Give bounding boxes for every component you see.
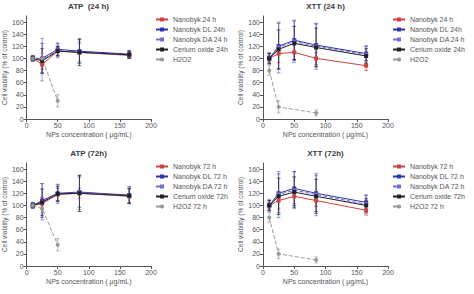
svg-text:Nanobyk 24 h: Nanobyk 24 h (173, 16, 216, 24)
svg-text:H2O2: H2O2 (173, 56, 191, 63)
svg-text:H2O2 72 h: H2O2 72 h (173, 203, 207, 210)
svg-text:NPs concentration ( μg/mL): NPs concentration ( μg/mL) (46, 278, 131, 286)
svg-text:0: 0 (25, 269, 29, 276)
svg-text:20: 20 (252, 103, 260, 110)
svg-text:Cerium oxide 72h: Cerium oxide 72h (173, 193, 228, 200)
svg-text:100: 100 (83, 269, 95, 276)
svg-text:XTT (72h): XTT (72h) (307, 149, 344, 158)
svg-text:Nanobyk DA 72 h: Nanobyk DA 72 h (173, 183, 228, 191)
svg-text:100: 100 (83, 122, 95, 129)
svg-text:Nanobyk DL 24h: Nanobyk DL 24h (410, 26, 462, 34)
svg-text:160: 160 (12, 19, 24, 26)
svg-text:50: 50 (54, 269, 62, 276)
svg-text:0: 0 (256, 116, 260, 123)
svg-text:Cell viability (% of control): Cell viability (% of control) (237, 30, 245, 105)
svg-text:120: 120 (12, 190, 24, 197)
svg-text:0: 0 (20, 116, 24, 123)
svg-text:40: 40 (16, 91, 24, 98)
svg-text:20: 20 (252, 250, 260, 257)
svg-text:150: 150 (114, 122, 126, 129)
svg-text:Nanobyk 24 h: Nanobyk 24 h (410, 16, 453, 24)
svg-text:200: 200 (382, 122, 394, 129)
svg-text:60: 60 (252, 226, 260, 233)
svg-text:140: 140 (12, 178, 24, 185)
svg-text:60: 60 (16, 79, 24, 86)
svg-text:40: 40 (16, 238, 24, 245)
svg-text:100: 100 (320, 269, 332, 276)
svg-text:0: 0 (20, 263, 24, 270)
svg-text:0: 0 (256, 263, 260, 270)
svg-text:160: 160 (248, 166, 260, 173)
svg-text:80: 80 (16, 67, 24, 74)
svg-text:Nanobyk 72 h: Nanobyk 72 h (173, 163, 216, 171)
svg-text:80: 80 (252, 214, 260, 221)
svg-text:NPs concentration ( μg/mL): NPs concentration ( μg/mL) (283, 131, 368, 139)
svg-text:0: 0 (261, 122, 265, 129)
svg-text:Cell viability (% of control): Cell viability (% of control) (237, 177, 245, 252)
svg-text:200: 200 (382, 269, 394, 276)
svg-text:Cell viability (% of control): Cell viability (% of control) (1, 30, 9, 105)
svg-text:XTT (24 h): XTT (24 h) (306, 2, 345, 11)
svg-text:80: 80 (252, 67, 260, 74)
svg-text:ATP (24 h): ATP (24 h) (68, 2, 109, 11)
svg-text:NPs concentration ( μg/mL): NPs concentration ( μg/mL) (283, 278, 368, 286)
svg-text:120: 120 (248, 190, 260, 197)
svg-text:100: 100 (12, 202, 24, 209)
svg-text:140: 140 (12, 31, 24, 38)
svg-text:Nanobyk DA 72 h: Nanobyk DA 72 h (410, 183, 465, 191)
svg-text:60: 60 (252, 79, 260, 86)
svg-text:100: 100 (320, 122, 332, 129)
svg-text:Nanobyk DL 72 h: Nanobyk DL 72 h (410, 173, 464, 181)
svg-text:H2O2: H2O2 (410, 56, 428, 63)
svg-text:150: 150 (351, 122, 363, 129)
svg-text:ATP (72h): ATP (72h) (70, 149, 107, 158)
svg-text:Cerium oxide 24h: Cerium oxide 24h (410, 46, 465, 53)
svg-text:50: 50 (290, 122, 298, 129)
svg-text:100: 100 (248, 202, 260, 209)
svg-text:200: 200 (145, 269, 157, 276)
svg-text:60: 60 (16, 226, 24, 233)
svg-text:0: 0 (25, 122, 29, 129)
svg-text:Cerium oxide 24h: Cerium oxide 24h (173, 46, 228, 53)
svg-text:20: 20 (16, 103, 24, 110)
svg-text:Nanobyk DA 24 h: Nanobyk DA 24 h (173, 36, 228, 44)
svg-text:80: 80 (16, 214, 24, 221)
svg-text:140: 140 (248, 178, 260, 185)
svg-text:NPs concentration ( μg/mL): NPs concentration ( μg/mL) (46, 131, 131, 139)
svg-text:120: 120 (12, 43, 24, 50)
svg-text:150: 150 (114, 269, 126, 276)
svg-text:H2O2 72 h: H2O2 72 h (410, 203, 444, 210)
svg-text:Cell viability (% of control): Cell viability (% of control) (1, 177, 9, 252)
svg-text:160: 160 (12, 166, 24, 173)
svg-text:150: 150 (351, 269, 363, 276)
svg-text:200: 200 (145, 122, 157, 129)
svg-text:50: 50 (54, 122, 62, 129)
svg-text:40: 40 (252, 91, 260, 98)
svg-text:Nanobyk DA 24 h: Nanobyk DA 24 h (410, 36, 465, 44)
svg-text:100: 100 (248, 55, 260, 62)
svg-text:100: 100 (12, 55, 24, 62)
svg-text:160: 160 (248, 19, 260, 26)
svg-text:Nanobyk DL 72 h: Nanobyk DL 72 h (173, 173, 227, 181)
svg-text:Cerium oxide 72h: Cerium oxide 72h (410, 193, 465, 200)
svg-text:Nanobyk DL 24h: Nanobyk DL 24h (173, 26, 225, 34)
svg-text:0: 0 (261, 269, 265, 276)
svg-text:50: 50 (290, 269, 298, 276)
svg-text:140: 140 (248, 31, 260, 38)
svg-text:120: 120 (248, 43, 260, 50)
svg-text:Nanobyk 72 h: Nanobyk 72 h (410, 163, 453, 171)
svg-text:20: 20 (16, 250, 24, 257)
svg-text:40: 40 (252, 238, 260, 245)
